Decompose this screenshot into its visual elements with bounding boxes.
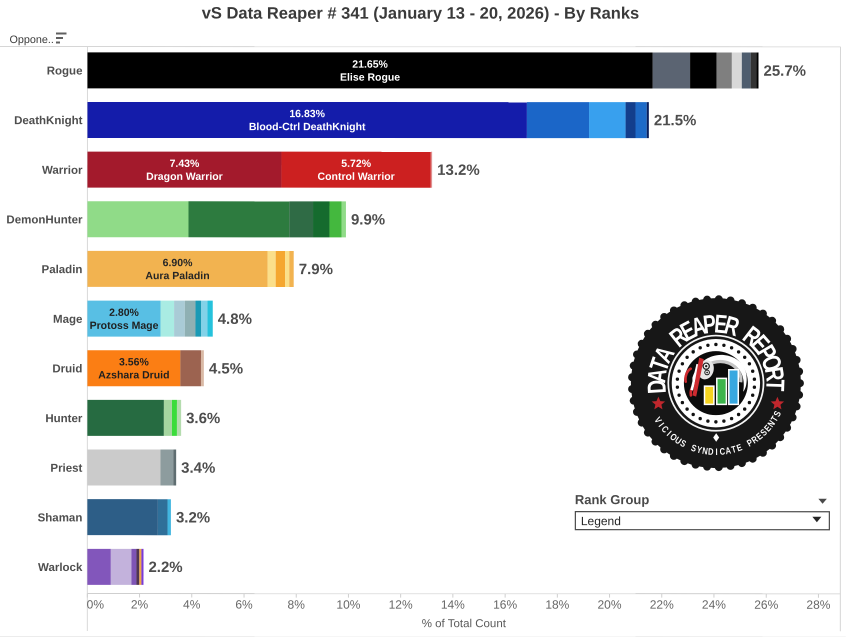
svg-text:Control Warrior: Control Warrior <box>318 171 395 183</box>
svg-text:% of Total Count: % of Total Count <box>422 618 507 630</box>
svg-text:25.7%: 25.7% <box>763 63 806 80</box>
svg-text:7.43%: 7.43% <box>170 158 200 170</box>
svg-text:18%: 18% <box>545 598 569 612</box>
svg-text:16%: 16% <box>493 598 517 612</box>
svg-text:12%: 12% <box>389 598 413 612</box>
svg-text:6%: 6% <box>235 598 253 612</box>
svg-text:22%: 22% <box>650 598 674 612</box>
svg-text:21.5%: 21.5% <box>654 112 697 129</box>
svg-text:Aura Paladin: Aura Paladin <box>145 270 209 282</box>
svg-text:3.4%: 3.4% <box>181 460 215 477</box>
svg-text:3.56%: 3.56% <box>119 356 149 368</box>
svg-text:DeathKnight: DeathKnight <box>14 115 83 127</box>
svg-text:4.8%: 4.8% <box>218 311 252 328</box>
svg-text:Druid: Druid <box>52 363 82 375</box>
svg-text:4%: 4% <box>183 598 201 612</box>
svg-text:Protoss Mage: Protoss Mage <box>90 320 159 332</box>
svg-text:26%: 26% <box>754 598 778 612</box>
svg-text:9.9%: 9.9% <box>351 211 385 228</box>
svg-text:7.9%: 7.9% <box>299 261 333 278</box>
svg-text:6.90%: 6.90% <box>163 257 193 269</box>
svg-text:10%: 10% <box>336 598 360 612</box>
svg-text:4.5%: 4.5% <box>209 360 243 377</box>
svg-text:Dragon Warrior: Dragon Warrior <box>146 171 223 183</box>
svg-text:20%: 20% <box>598 598 622 612</box>
svg-text:Mage: Mage <box>53 314 82 326</box>
svg-text:0%: 0% <box>87 598 105 612</box>
svg-text:Azshara Druid: Azshara Druid <box>98 369 169 381</box>
svg-text:Priest: Priest <box>50 463 82 475</box>
svg-text:3.2%: 3.2% <box>176 509 210 526</box>
svg-text:Shaman: Shaman <box>38 512 83 524</box>
svg-text:Legend: Legend <box>581 514 621 528</box>
svg-text:Warlock: Warlock <box>38 562 83 574</box>
svg-text:16.83%: 16.83% <box>289 108 325 120</box>
svg-text:Blood-Ctrl DeathKnight: Blood-Ctrl DeathKnight <box>249 121 366 133</box>
svg-text:Rogue: Rogue <box>47 66 83 78</box>
svg-text:5.72%: 5.72% <box>341 158 371 170</box>
svg-text:Warrior: Warrior <box>42 165 83 177</box>
svg-text:14%: 14% <box>441 598 465 612</box>
svg-text:2.80%: 2.80% <box>109 307 139 319</box>
svg-text:Elise Rogue: Elise Rogue <box>340 72 400 84</box>
svg-text:Rank Group: Rank Group <box>575 492 649 507</box>
svg-text:8%: 8% <box>288 598 306 612</box>
svg-text:2.2%: 2.2% <box>148 559 182 576</box>
svg-text:13.2%: 13.2% <box>437 162 480 179</box>
svg-text:Oppone..: Oppone.. <box>9 34 53 46</box>
svg-text:Hunter: Hunter <box>45 413 83 425</box>
svg-text:2%: 2% <box>131 598 149 612</box>
svg-text:24%: 24% <box>702 598 726 612</box>
svg-text:Paladin: Paladin <box>42 264 83 276</box>
svg-text:vS Data Reaper # 341 (January: vS Data Reaper # 341 (January 13 - 20, 2… <box>202 5 639 23</box>
svg-text:3.6%: 3.6% <box>186 410 220 427</box>
svg-text:28%: 28% <box>806 598 830 612</box>
svg-text:DemonHunter: DemonHunter <box>6 214 83 226</box>
svg-text:21.65%: 21.65% <box>352 59 388 71</box>
